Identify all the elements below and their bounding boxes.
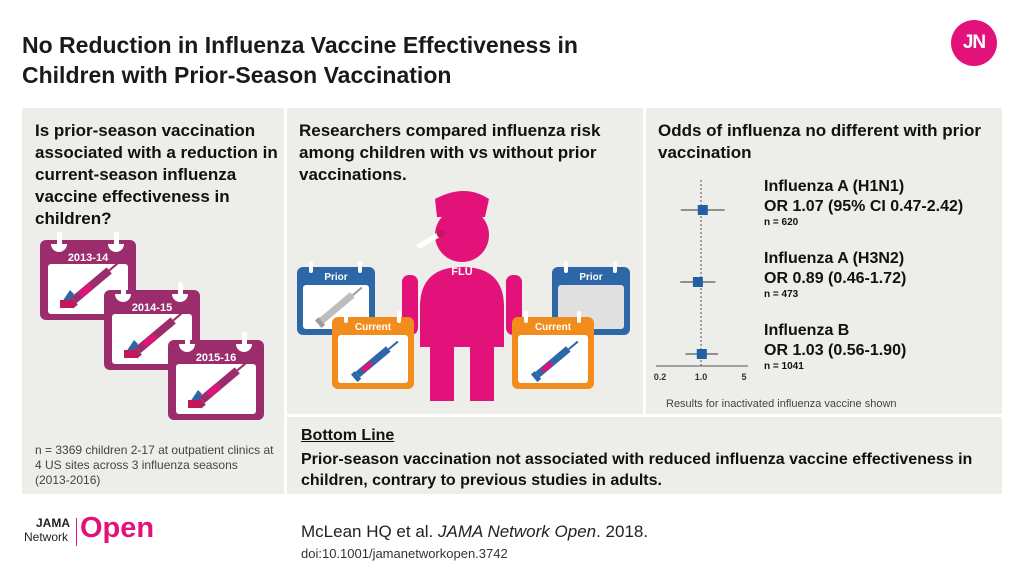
page-title: No Reduction in Influenza Vaccine Effect… bbox=[22, 30, 578, 90]
result-or: OR 0.89 (0.46-1.72) bbox=[764, 270, 907, 287]
result-or: OR 1.03 (0.56-1.90) bbox=[764, 342, 907, 359]
citation-doi: doi:10.1001/jamanetworkopen.3742 bbox=[301, 546, 508, 561]
logo-jama: JAMA bbox=[36, 516, 71, 530]
research-question: Is prior-season vaccination associated w… bbox=[35, 121, 278, 228]
result-name: Influenza A (H3N2) bbox=[764, 250, 905, 267]
citation-journal: JAMA Network Open bbox=[438, 522, 597, 541]
title-line-1: No Reduction in Influenza Vaccine Effect… bbox=[22, 32, 578, 58]
bottom-line-text: Prior-season vaccination not associated … bbox=[301, 451, 973, 489]
current-label-left: Current bbox=[355, 322, 392, 333]
citation-authors: McLean HQ et al. bbox=[301, 522, 434, 541]
prior-label-left: Prior bbox=[324, 272, 347, 283]
season-label-2013-14: 2013-14 bbox=[68, 252, 109, 264]
result-n: n = 620 bbox=[764, 217, 799, 228]
results-heading: Odds of influenza no different with prio… bbox=[658, 121, 981, 162]
season-label-2014-15: 2014-15 bbox=[132, 302, 172, 314]
citation: McLean HQ et al. JAMA Network Open. 2018… bbox=[301, 522, 648, 542]
result-b: Influenza B OR 1.03 (0.56-1.90) n = 1041 bbox=[764, 321, 906, 372]
x-tick-5: 5 bbox=[741, 372, 746, 382]
result-n: n = 1041 bbox=[764, 361, 804, 372]
sample-note: n = 3369 children 2-17 at outpatient cli… bbox=[35, 443, 274, 487]
methods-illustration: FLU Prior Current Prior bbox=[297, 191, 630, 401]
calendar-current-right: Current bbox=[512, 311, 594, 389]
point-estimate-2 bbox=[696, 349, 707, 359]
result-h1n1: Influenza A (H1N1) OR 1.07 (95% CI 0.47-… bbox=[764, 177, 963, 228]
flu-label: FLU bbox=[451, 266, 472, 278]
result-n: n = 473 bbox=[764, 289, 799, 300]
x-tick-0.2: 0.2 bbox=[654, 372, 667, 382]
child-with-flu-icon: FLU bbox=[402, 191, 522, 401]
result-or: OR 1.07 (95% CI 0.47-2.42) bbox=[764, 198, 964, 215]
current-label-right: Current bbox=[535, 322, 572, 333]
jn-logo-badge: JN bbox=[951, 20, 997, 66]
jn-logo-text: JN bbox=[962, 32, 986, 53]
result-name: Influenza A (H1N1) bbox=[764, 178, 905, 195]
title-line-2: Children with Prior-Season Vaccination bbox=[22, 62, 452, 88]
prior-label-right: Prior bbox=[579, 272, 602, 283]
calendar-current-left: Current bbox=[332, 311, 414, 389]
methods-text: Researchers compared influenza risk amon… bbox=[299, 121, 601, 184]
result-h3n2: Influenza A (H3N2) OR 0.89 (0.46-1.72) n… bbox=[764, 249, 906, 300]
calendar-2015-16: 2015-16 bbox=[168, 332, 264, 420]
logo-network: Network bbox=[24, 530, 69, 544]
forest-plot: 0.2 1.0 5 bbox=[654, 180, 748, 382]
bottom-line-heading: Bottom Line bbox=[301, 427, 395, 444]
results-footnote: Results for inactivated influenza vaccin… bbox=[666, 398, 897, 410]
point-estimate-0 bbox=[697, 205, 708, 215]
season-label-2015-16: 2015-16 bbox=[196, 352, 236, 364]
logo-open: Open bbox=[80, 512, 155, 544]
calendar-2013-14: 2013-14 bbox=[40, 232, 136, 320]
jama-network-open-logo: JAMA Network Open bbox=[24, 512, 174, 552]
results-panel bbox=[646, 108, 1002, 414]
result-name: Influenza B bbox=[764, 322, 850, 339]
calendar-illustration: 2013-14 2014-15 2015-16 bbox=[40, 232, 264, 420]
bottom-line-panel bbox=[287, 417, 1002, 494]
x-tick-1.0: 1.0 bbox=[695, 372, 708, 382]
citation-year: . 2018. bbox=[596, 522, 649, 541]
calendar-2014-15: 2014-15 bbox=[104, 282, 200, 370]
logo-divider bbox=[76, 518, 77, 546]
point-estimate-1 bbox=[692, 277, 703, 287]
